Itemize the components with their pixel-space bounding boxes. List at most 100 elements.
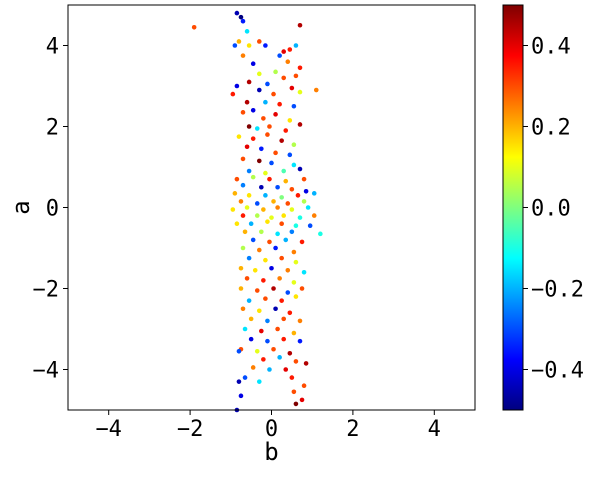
scatter-point [263, 99, 268, 105]
scatter-point [293, 223, 299, 229]
scatter-point [256, 308, 262, 314]
scatter-point [254, 288, 260, 293]
scatter-point [277, 101, 282, 107]
scatter-point [246, 79, 252, 85]
scatter-point [240, 306, 246, 312]
scatter-point [248, 336, 254, 342]
colorbar-tick-label: −0.2 [531, 278, 584, 303]
scatter-point [234, 221, 240, 226]
scatter-point [240, 110, 246, 115]
scatter-point [256, 71, 262, 77]
scatter-point [238, 14, 244, 20]
scatter-point [244, 205, 250, 210]
scatter-point [277, 53, 282, 58]
scatter-point [318, 231, 323, 237]
scatter-point [267, 367, 272, 372]
scatter-point [291, 103, 297, 109]
y-axis-ticks: −4 −2 0 2 4 [33, 35, 68, 384]
scatter-point [252, 267, 258, 273]
scatter-point [250, 174, 256, 180]
y-axis-label: a [7, 200, 35, 214]
scatter-point [259, 146, 264, 152]
scatter-point [289, 375, 295, 380]
scatter-point [291, 142, 297, 148]
scatter-point [301, 383, 307, 389]
scatter-point [244, 144, 250, 150]
scatter-point [256, 247, 262, 253]
scatter-point [232, 191, 238, 196]
x-tick-label: −2 [177, 417, 204, 442]
scatter-point [259, 184, 264, 190]
scatter-point [273, 112, 278, 117]
scatter-point [287, 47, 293, 52]
scatter-point [293, 73, 299, 79]
y-tick-label: 4 [46, 35, 59, 60]
scatter-point [301, 176, 307, 182]
scatter-point [259, 328, 264, 334]
y-tick-label: −4 [33, 359, 60, 384]
scatter-point [191, 24, 197, 30]
scatter-point [291, 162, 297, 168]
scatter-point [273, 150, 278, 156]
scatter-point [289, 229, 295, 235]
scatter-point [277, 355, 282, 360]
scatter-point [267, 239, 272, 245]
scatter-point [289, 207, 295, 212]
scatter-point [242, 326, 248, 332]
scatter-point [281, 213, 287, 218]
scatter-point [289, 85, 295, 91]
scatter-point [234, 176, 240, 182]
scatter-point [293, 259, 299, 265]
scatter-point [230, 207, 236, 212]
scatter-point [299, 239, 305, 245]
scatter-point [244, 29, 250, 34]
scatter-point [279, 195, 284, 200]
colorbar-ticks: −0.4 −0.2 0.0 0.2 0.4 [523, 35, 584, 384]
scatter-point [285, 290, 291, 295]
scatter-point [259, 229, 264, 235]
scatter-point [285, 59, 291, 64]
colorbar-tick-label: −0.4 [531, 359, 584, 384]
scatter-point [254, 201, 260, 206]
scatter-point [261, 207, 266, 212]
scatter-point [246, 255, 252, 261]
scatter-point [273, 306, 278, 312]
scatter-point [240, 18, 246, 24]
scatter-point [279, 255, 284, 261]
scatter-point [246, 168, 252, 174]
scatter-point [275, 205, 280, 210]
scatter-point [275, 231, 280, 237]
scatter-point [250, 365, 256, 370]
scatter-point [265, 338, 270, 344]
scatter-point [256, 39, 262, 44]
scatter-point [250, 237, 256, 243]
scatter-point [297, 65, 303, 71]
scatter-point [279, 138, 284, 143]
scatter-point [293, 401, 299, 407]
scatter-point [236, 39, 242, 44]
x-tick-label: 2 [346, 417, 359, 442]
scatter-point [242, 375, 248, 380]
scatter-point [301, 270, 307, 275]
scatter-point [271, 346, 276, 352]
scatter-point [281, 336, 287, 342]
scatter-point [281, 316, 287, 322]
scatter-point [246, 124, 252, 129]
scatter-point [287, 351, 293, 356]
x-tick-label: 4 [428, 417, 441, 442]
scatter-point [248, 316, 254, 322]
scatter-point [299, 397, 305, 403]
scatter-point [313, 87, 319, 93]
scatter-point [263, 170, 268, 176]
scatter-point [281, 49, 287, 54]
scatter-point [263, 193, 268, 198]
scatter-point [293, 294, 299, 299]
scatter-point [305, 205, 311, 210]
scatter-point [297, 22, 303, 28]
scatter-point [254, 348, 260, 354]
scatter-point [297, 166, 303, 172]
scatter-point [279, 298, 284, 303]
scatter-point [271, 91, 276, 97]
scatter-point [240, 182, 246, 188]
